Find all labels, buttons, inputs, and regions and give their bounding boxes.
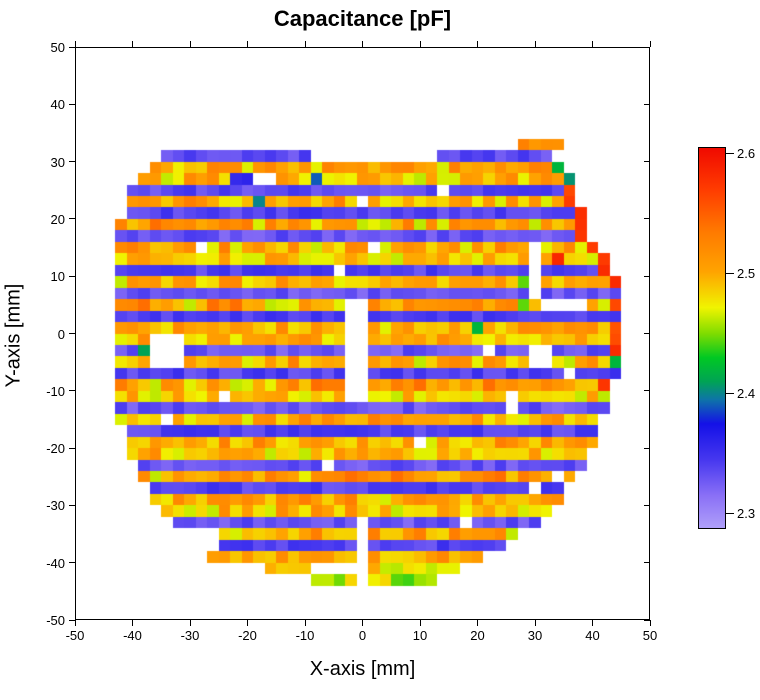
y-tick-label: 40 xyxy=(50,97,65,113)
x-tick-label: 30 xyxy=(527,628,543,643)
colorbar-tick-mark xyxy=(725,272,734,274)
y-tick-mark xyxy=(69,46,75,48)
y-tick-mark xyxy=(69,333,75,334)
x-tick-label: -30 xyxy=(180,628,200,643)
x-tick-mark xyxy=(362,620,363,626)
x-tick-label: 40 xyxy=(585,628,600,643)
y-tick-mark-right xyxy=(644,218,650,220)
y-tick-label: 30 xyxy=(50,154,65,170)
y-tick-mark xyxy=(69,161,75,163)
x-tick-label: 0 xyxy=(358,628,367,643)
y-tick-mark-right xyxy=(644,562,650,564)
y-tick-label: 0 xyxy=(57,326,65,342)
x-tick-mark xyxy=(74,620,76,626)
y-tick-label: 50 xyxy=(50,40,65,55)
x-tick-mark-top xyxy=(477,41,478,47)
x-tick-mark xyxy=(477,620,478,626)
x-tick-mark-top xyxy=(304,41,306,47)
heatmap-canvas xyxy=(75,47,650,620)
x-tick-label: -40 xyxy=(123,628,142,643)
x-tick-mark-top xyxy=(247,41,248,47)
x-tick-mark-top xyxy=(592,41,593,47)
y-axis-label: Y-axis [mm] xyxy=(2,283,25,388)
x-tick-mark xyxy=(419,620,421,626)
x-tick-mark xyxy=(247,620,248,626)
x-tick-label: -20 xyxy=(238,628,257,643)
x-tick-mark-top xyxy=(419,41,421,47)
y-tick-label: -30 xyxy=(46,498,65,514)
y-tick-label: 10 xyxy=(50,269,65,285)
y-tick-mark xyxy=(69,103,75,105)
y-tick-mark-right xyxy=(644,161,650,163)
x-tick-label: 50 xyxy=(642,628,658,643)
colorbar-tick-label: 2.6 xyxy=(737,145,756,161)
x-tick-mark xyxy=(189,620,191,626)
y-tick-mark xyxy=(69,218,75,220)
y-tick-mark-right xyxy=(644,447,650,449)
x-axis-label: X-axis [mm] xyxy=(309,658,416,680)
x-tick-label: -10 xyxy=(295,628,315,643)
x-tick-mark-top xyxy=(649,41,651,47)
x-tick-mark-top xyxy=(189,41,191,47)
y-tick-mark-right xyxy=(644,103,650,105)
colorbar-tick-label: 2.3 xyxy=(737,505,756,521)
y-tick-label: 20 xyxy=(50,211,65,227)
y-tick-mark-right xyxy=(644,333,650,334)
x-tick-mark-top xyxy=(534,41,536,47)
colorbar-tick-mark xyxy=(725,152,734,154)
y-tick-mark xyxy=(69,275,75,277)
y-tick-mark-right xyxy=(644,390,650,392)
x-tick-mark xyxy=(534,620,536,626)
colorbar-tick-mark xyxy=(725,512,734,514)
x-tick-mark xyxy=(649,620,651,626)
x-tick-mark-top xyxy=(362,41,363,47)
y-tick-label: -10 xyxy=(46,383,65,399)
x-tick-label: -50 xyxy=(65,628,85,643)
y-tick-label: -20 xyxy=(46,441,65,457)
colorbar-gradient xyxy=(698,147,726,529)
x-tick-mark-top xyxy=(74,41,76,47)
y-tick-mark xyxy=(69,619,75,621)
y-tick-label: -50 xyxy=(46,613,65,628)
y-tick-label: -40 xyxy=(46,555,65,571)
y-tick-mark xyxy=(69,390,75,392)
x-tick-label: 20 xyxy=(470,628,485,643)
x-tick-mark xyxy=(304,620,306,626)
y-tick-mark-right xyxy=(644,275,650,277)
y-tick-mark xyxy=(69,504,75,506)
colorbar-tick-label: 2.4 xyxy=(737,385,756,401)
y-tick-mark xyxy=(69,447,75,449)
y-tick-mark-right xyxy=(644,46,650,48)
x-tick-mark-top xyxy=(132,41,133,47)
y-tick-mark-right xyxy=(644,504,650,506)
colorbar-tick-label: 2.5 xyxy=(737,265,756,281)
x-tick-mark xyxy=(132,620,133,626)
y-tick-mark xyxy=(69,562,75,564)
colorbar-tick-mark xyxy=(725,392,734,394)
x-tick-mark xyxy=(592,620,593,626)
chart-title: Capacitance [pF] xyxy=(273,6,452,31)
y-tick-mark-right xyxy=(644,619,650,621)
x-tick-label: 10 xyxy=(412,628,428,643)
